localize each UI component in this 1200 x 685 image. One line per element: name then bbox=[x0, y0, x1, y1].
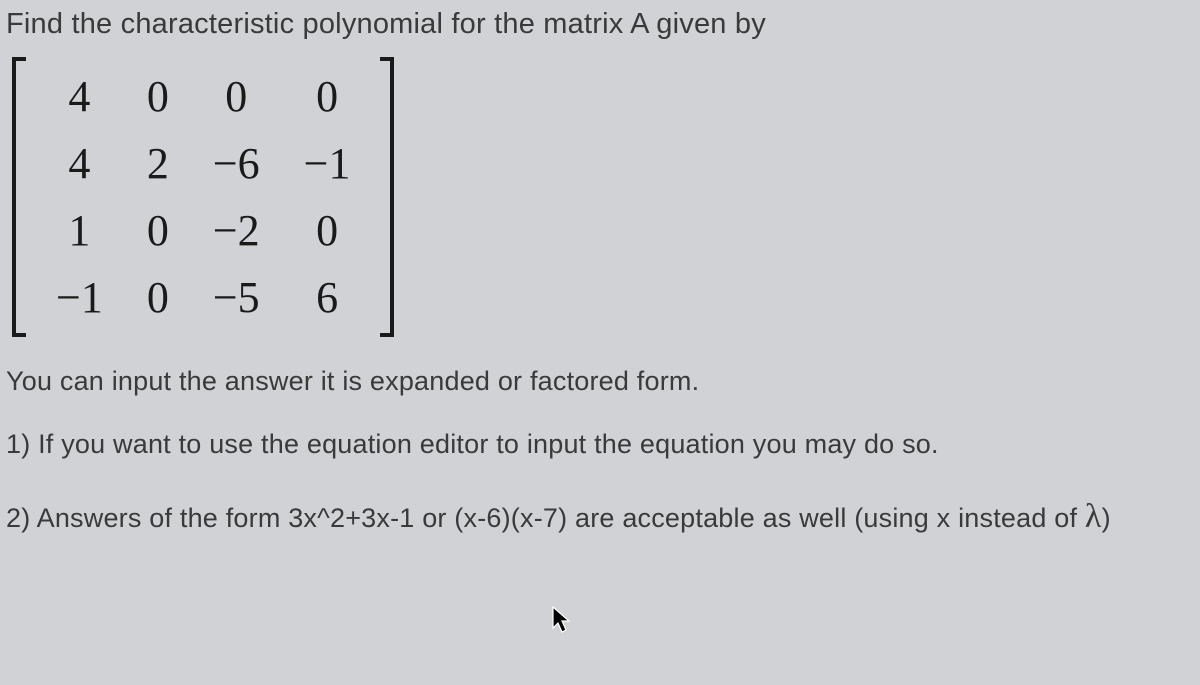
matrix-left-bracket bbox=[12, 57, 26, 337]
question-container: Find the characteristic polynomial for t… bbox=[0, 0, 1200, 559]
matrix-cell: −6 bbox=[191, 130, 282, 197]
note-1: 1) If you want to use the equation edito… bbox=[6, 427, 1186, 462]
note-2-text-b: ) bbox=[1102, 503, 1111, 533]
matrix-cell: −2 bbox=[191, 197, 282, 264]
matrix-cell: 0 bbox=[282, 63, 373, 130]
matrix-row: −1 0 −5 6 bbox=[34, 264, 372, 331]
cursor-icon bbox=[552, 606, 572, 634]
matrix-row: 1 0 −2 0 bbox=[34, 197, 372, 264]
matrix-row: 4 2 −6 −1 bbox=[34, 130, 372, 197]
matrix-cell: 2 bbox=[125, 130, 191, 197]
input-hint: You can input the answer it is expanded … bbox=[6, 364, 1186, 399]
matrix-cell: 0 bbox=[125, 197, 191, 264]
note-2-text-a: 2) Answers of the form 3x^2+3x-1 or (x-6… bbox=[6, 503, 1085, 533]
matrix-cell: −1 bbox=[282, 130, 373, 197]
matrix-cell: 0 bbox=[125, 63, 191, 130]
matrix-cell: −5 bbox=[191, 264, 282, 331]
matrix-cell: 4 bbox=[34, 63, 125, 130]
question-prompt: Find the characteristic polynomial for t… bbox=[6, 8, 1186, 41]
matrix-table: 4 0 0 0 4 2 −6 −1 1 0 −2 0 −1 0 −5 6 bbox=[34, 63, 372, 331]
matrix-cell: 4 bbox=[34, 130, 125, 197]
matrix-cell: 0 bbox=[282, 197, 373, 264]
matrix-cell: 0 bbox=[191, 63, 282, 130]
matrix-cell: 6 bbox=[282, 264, 373, 331]
matrix-row: 4 0 0 0 bbox=[34, 63, 372, 130]
lambda-symbol: λ bbox=[1085, 498, 1102, 535]
matrix-cell: −1 bbox=[34, 264, 125, 331]
matrix-right-bracket bbox=[380, 57, 394, 337]
matrix-A: 4 0 0 0 4 2 −6 −1 1 0 −2 0 −1 0 −5 6 bbox=[12, 57, 394, 337]
matrix-cell: 0 bbox=[125, 264, 191, 331]
matrix-cell: 1 bbox=[34, 197, 125, 264]
note-2: 2) Answers of the form 3x^2+3x-1 or (x-6… bbox=[6, 490, 1186, 544]
